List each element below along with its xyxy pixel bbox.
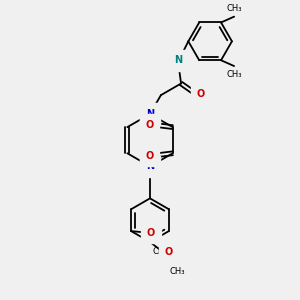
Text: CH₃: CH₃ xyxy=(227,4,242,13)
Text: O: O xyxy=(164,247,172,257)
Text: O: O xyxy=(147,227,155,238)
Text: CH₃: CH₃ xyxy=(227,70,242,79)
Text: CH₃: CH₃ xyxy=(169,267,185,276)
Text: N: N xyxy=(174,55,182,65)
Text: CH₃: CH₃ xyxy=(152,247,168,256)
Text: H: H xyxy=(168,56,175,65)
Text: O: O xyxy=(197,89,205,99)
Text: N: N xyxy=(146,161,154,171)
Text: O: O xyxy=(145,151,154,160)
Text: O: O xyxy=(145,120,154,130)
Text: N: N xyxy=(146,109,154,119)
